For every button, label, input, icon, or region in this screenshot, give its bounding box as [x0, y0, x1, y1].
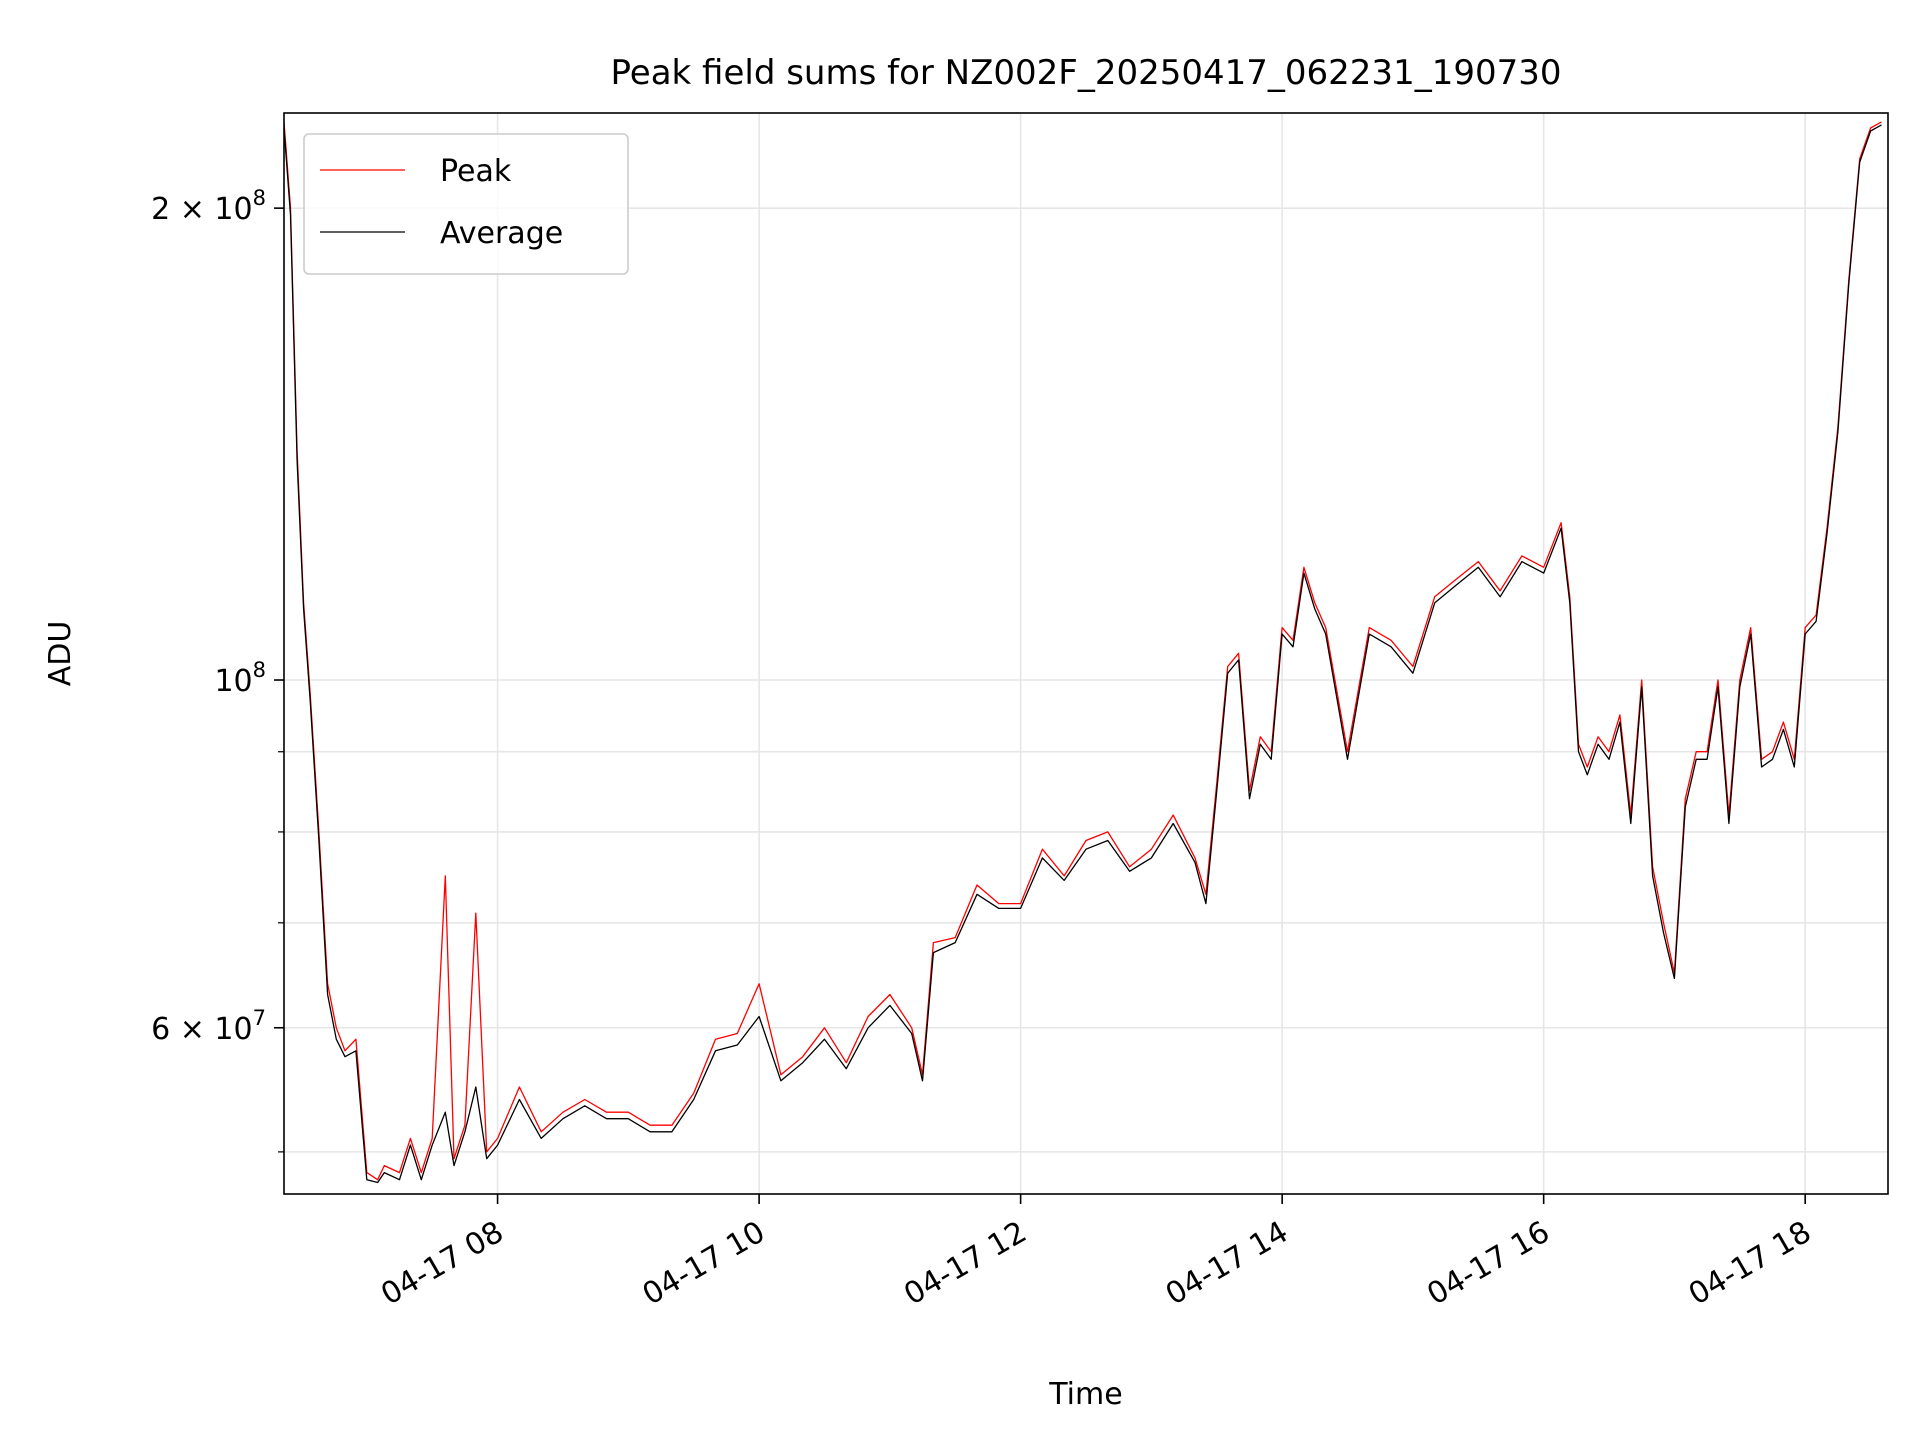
series-layer	[284, 121, 1882, 1184]
y-tick-label: 6 × 107	[151, 1006, 266, 1047]
y-tick-label: 108	[214, 658, 266, 699]
legend-label-peak: Peak	[440, 154, 512, 189]
y-axis-label: ADU	[43, 621, 78, 687]
grid-lines	[284, 113, 1888, 1194]
legend-label-average: Average	[440, 216, 563, 251]
legend: Peak Average	[303, 133, 629, 275]
legend-box	[303, 133, 629, 275]
series-line-average	[284, 124, 1882, 1184]
chart-title: Peak field sums for NZ002F_20250417_0622…	[611, 53, 1562, 93]
plot-frame	[283, 112, 1889, 1195]
series-line-peak	[284, 121, 1882, 1181]
series-clip-group	[284, 121, 1882, 1184]
x-axis-label: Time	[1048, 1377, 1122, 1412]
y-tick-label: 2 × 108	[151, 186, 266, 227]
